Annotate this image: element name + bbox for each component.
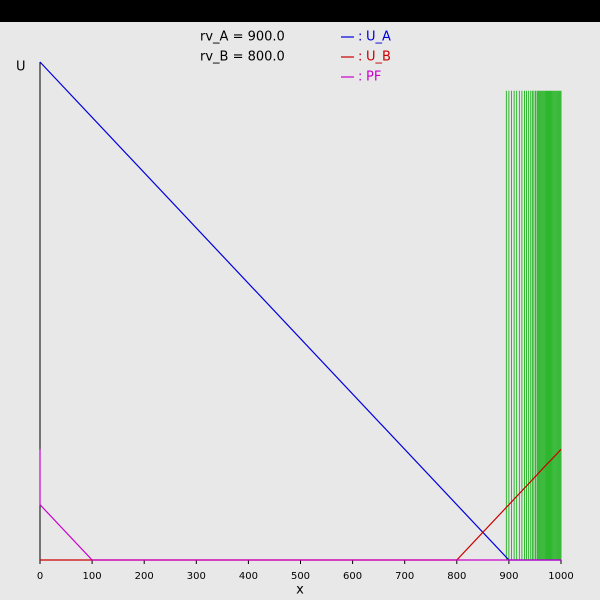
annotation: rv_B = 800.0 [200, 50, 285, 65]
x-tick-label: 500 [291, 571, 310, 582]
legend-label: U_B [366, 50, 391, 65]
x-tick-label: 600 [343, 571, 362, 582]
series-line [40, 448, 562, 561]
y-axis-label: U [16, 60, 26, 75]
x-tick-label: 400 [239, 571, 258, 582]
title-bar [0, 0, 600, 22]
series-line [39, 449, 561, 561]
x-tick-label: 800 [447, 571, 466, 582]
x-axis-label: x [296, 583, 304, 598]
x-tick-label: 0 [37, 571, 43, 582]
x-tick-label: 200 [135, 571, 154, 582]
legend-separator: : [358, 30, 362, 45]
x-tick-label: 1000 [548, 571, 573, 582]
annotation: rv_A = 900.0 [200, 30, 285, 45]
x-tick-label: 900 [499, 571, 518, 582]
legend-label: U_A [366, 30, 391, 45]
x-tick-label: 300 [187, 571, 206, 582]
legend-separator: : [358, 50, 362, 65]
legend-separator: : [358, 70, 362, 85]
legend-label: PF [366, 70, 381, 85]
x-tick-label: 700 [395, 571, 414, 582]
series-line [39, 61, 561, 561]
x-tick-label: 100 [83, 571, 102, 582]
